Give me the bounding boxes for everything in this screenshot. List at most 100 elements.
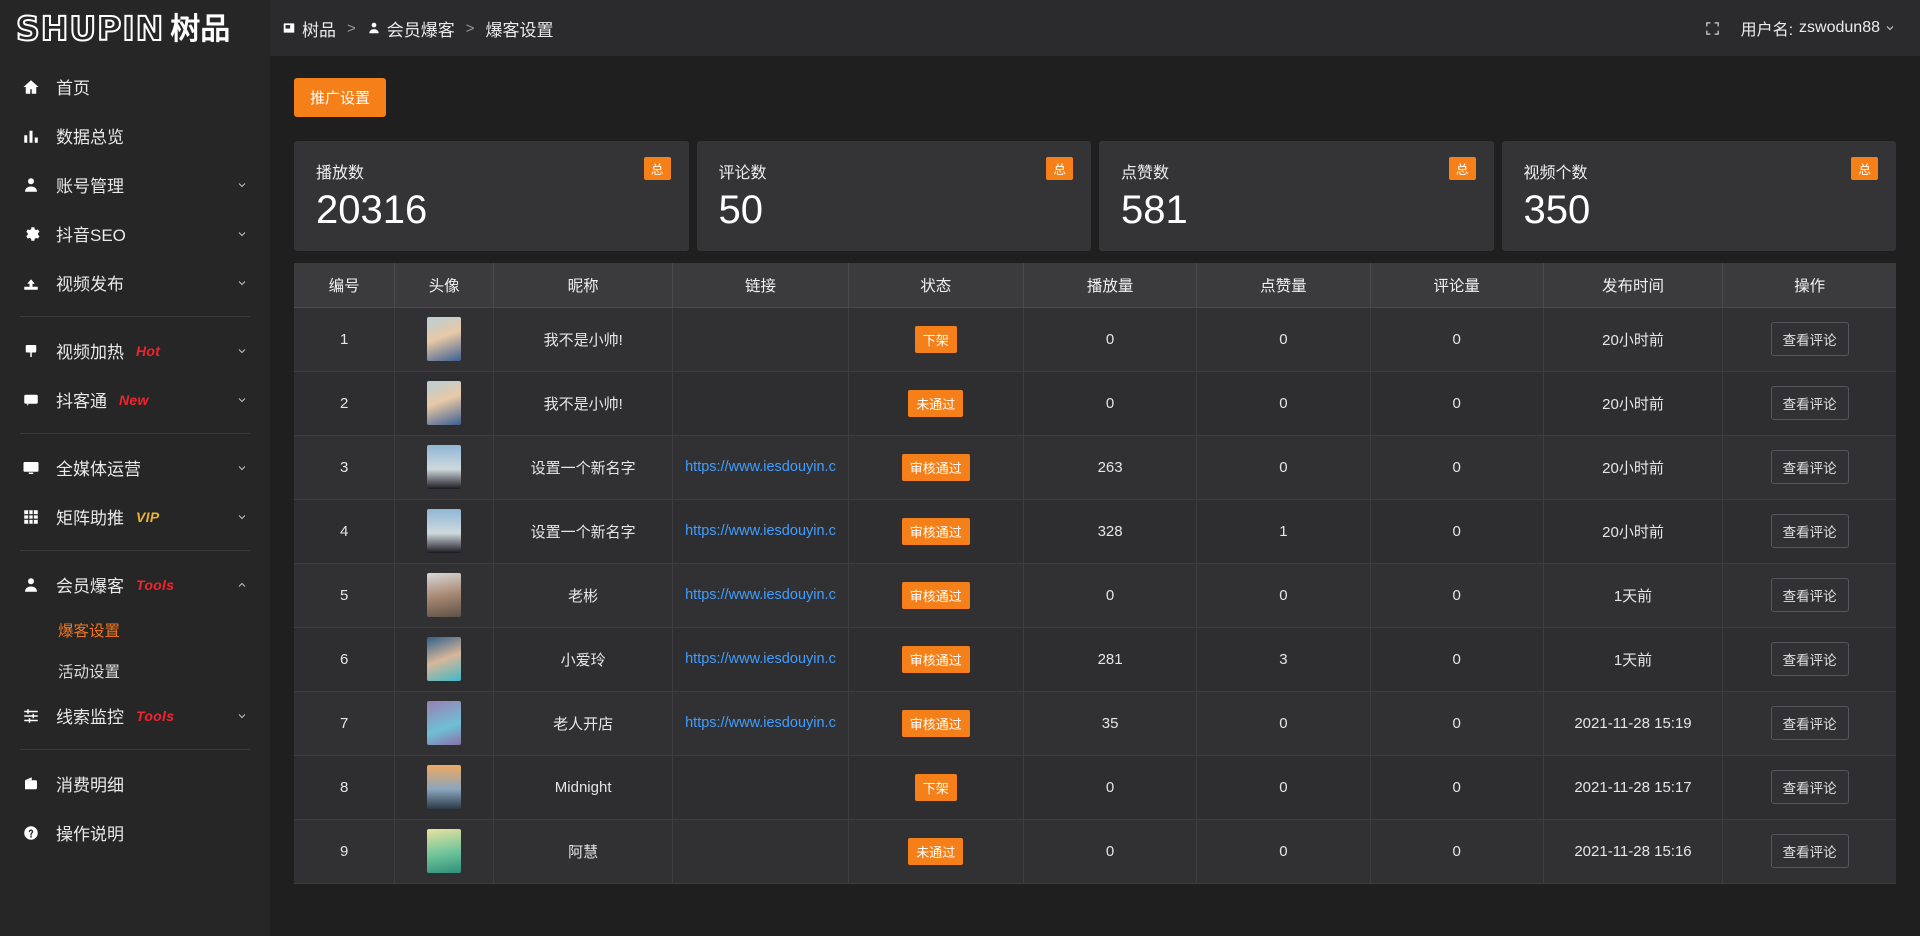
table-row: 9 阿慧 未通过 0 0 0 2021-11-28 15:16 查看评论 bbox=[294, 819, 1896, 884]
view-comments-button[interactable]: 查看评论 bbox=[1770, 642, 1849, 676]
fire-icon bbox=[20, 340, 42, 362]
table-row: 7 老人开店 https://www.iesdouyin.c 审核通过 35 0 0 2021… bbox=[294, 691, 1896, 756]
stat-title: 评论数 bbox=[718, 165, 767, 182]
video-link[interactable]: https://www.iesdouyin.c bbox=[685, 523, 836, 539]
cell-link[interactable]: https://www.iesdouyin.c bbox=[672, 691, 849, 756]
user-menu[interactable]: 用户名: zswodun88 bbox=[1741, 16, 1896, 40]
grid-icon bbox=[20, 506, 42, 528]
avatar bbox=[427, 701, 462, 745]
cell-link[interactable]: https://www.iesdouyin.c bbox=[672, 563, 849, 628]
stat-cards: 播放数 20316 总 评论数 50 总 点赞数 581 总 视频个数 350 总 bbox=[294, 141, 1896, 251]
view-comments-button[interactable]: 查看评论 bbox=[1770, 834, 1849, 868]
cell-link bbox=[672, 819, 849, 884]
status-badge[interactable]: 审核通过 bbox=[901, 517, 970, 545]
topbar-right: 用户名: zswodun88 bbox=[1704, 16, 1896, 40]
cell-comments: 0 bbox=[1370, 819, 1544, 884]
breadcrumb-item-2[interactable]: 会员爆客 bbox=[367, 16, 455, 41]
breadcrumb-separator: > bbox=[347, 19, 356, 37]
cell-id: 3 bbox=[294, 435, 396, 500]
status-badge[interactable]: 审核通过 bbox=[901, 709, 970, 737]
sidebar-divider bbox=[20, 550, 250, 551]
sidebar-item-5[interactable]: 视频发布 bbox=[0, 258, 270, 307]
cell-status: 未通过 bbox=[848, 819, 1024, 884]
cell-avatar bbox=[394, 819, 494, 884]
status-badge[interactable]: 审核通过 bbox=[901, 453, 970, 481]
video-link[interactable]: https://www.iesdouyin.c bbox=[685, 587, 836, 603]
status-badge[interactable]: 未通过 bbox=[908, 837, 964, 865]
sidebar-item-10[interactable]: 会员爆客 Tools bbox=[0, 560, 270, 609]
sidebar-item-9[interactable]: 矩阵助推 VIP bbox=[0, 492, 270, 541]
chevron-down-icon[interactable] bbox=[236, 228, 248, 240]
status-badge[interactable]: 下架 bbox=[914, 325, 957, 353]
breadcrumb-label: 树品 bbox=[302, 20, 336, 40]
chevron-down-icon[interactable] bbox=[236, 394, 248, 406]
sidebar-subitem-1[interactable]: 爆客设置 bbox=[0, 609, 270, 650]
stat-card-4: 视频个数 350 总 bbox=[1501, 141, 1896, 251]
sidebar-item-7[interactable]: 抖客通 New bbox=[0, 375, 270, 424]
video-link[interactable]: https://www.iesdouyin.c bbox=[685, 651, 836, 667]
status-badge[interactable]: 下架 bbox=[914, 773, 957, 801]
cell-action: 查看评论 bbox=[1722, 691, 1896, 756]
cell-plays: 263 bbox=[1023, 435, 1198, 500]
video-link[interactable]: https://www.iesdouyin.c bbox=[685, 715, 836, 731]
cell-time: 20小时前 bbox=[1543, 435, 1724, 500]
sidebar-item-12[interactable]: 消费明细 bbox=[0, 759, 270, 808]
chevron-down-icon[interactable] bbox=[236, 511, 248, 523]
cell-time: 20小时前 bbox=[1543, 307, 1724, 372]
cell-action: 查看评论 bbox=[1722, 435, 1896, 500]
chevron-down-icon[interactable] bbox=[236, 462, 248, 474]
cell-id: 6 bbox=[294, 627, 396, 692]
table-row: 2 我不是小帅! 未通过 0 0 0 20小时前 查看评论 bbox=[294, 371, 1896, 436]
view-comments-button[interactable]: 查看评论 bbox=[1770, 322, 1849, 356]
data-table-wrap: 编号 头像 昵称 链接 状态 播放量 点赞量 评论量 发布时间 操作 1 我不是小帅! 下架 0 0 0 20… bbox=[294, 263, 1896, 884]
table-row: 5 老彬 https://www.iesdouyin.c 审核通过 0 0 0 1天前 查看评论 bbox=[294, 563, 1896, 628]
view-comments-button[interactable]: 查看评论 bbox=[1770, 514, 1849, 548]
sidebar-item-label: 全媒体运营 bbox=[56, 460, 141, 479]
logo[interactable]: SHUPIN 树品 bbox=[0, 0, 270, 56]
sidebar-item-label: 首页 bbox=[56, 79, 90, 98]
promo-settings-button[interactable]: 推广设置 bbox=[294, 78, 387, 117]
sidebar-item-11[interactable]: 线索监控 Tools bbox=[0, 691, 270, 740]
sidebar-item-8[interactable]: 全媒体运营 bbox=[0, 443, 270, 492]
view-comments-button[interactable]: 查看评论 bbox=[1770, 450, 1849, 484]
home-icon bbox=[20, 76, 42, 98]
sidebar-subitem-2[interactable]: 活动设置 bbox=[0, 650, 270, 691]
fullscreen-icon[interactable] bbox=[1704, 20, 1721, 37]
view-comments-button[interactable]: 查看评论 bbox=[1770, 386, 1849, 420]
cell-likes: 0 bbox=[1196, 435, 1371, 500]
sidebar-item-1[interactable]: 首页 bbox=[0, 62, 270, 111]
cell-link[interactable]: https://www.iesdouyin.c bbox=[672, 499, 849, 564]
chevron-down-icon[interactable] bbox=[236, 277, 248, 289]
help-icon bbox=[20, 822, 42, 844]
status-badge[interactable]: 未通过 bbox=[908, 389, 964, 417]
sidebar-item-6[interactable]: 视频加热 Hot bbox=[0, 326, 270, 375]
cell-status: 审核通过 bbox=[848, 435, 1024, 500]
breadcrumb-item-1[interactable]: 树品 bbox=[282, 16, 336, 41]
sidebar-item-4[interactable]: 抖音SEO bbox=[0, 209, 270, 258]
chevron-down-icon[interactable] bbox=[236, 179, 248, 191]
filter-icon bbox=[20, 705, 42, 727]
cell-time: 1天前 bbox=[1543, 627, 1724, 692]
cell-link[interactable]: https://www.iesdouyin.c bbox=[672, 435, 849, 500]
sidebar-item-3[interactable]: 账号管理 bbox=[0, 160, 270, 209]
app-icon bbox=[282, 21, 296, 35]
view-comments-button[interactable]: 查看评论 bbox=[1770, 706, 1849, 740]
avatar bbox=[427, 509, 462, 553]
chevron-up-icon[interactable] bbox=[236, 579, 248, 591]
sidebar-item-13[interactable]: 操作说明 bbox=[0, 808, 270, 857]
stat-value: 20316 bbox=[316, 188, 428, 232]
cell-time: 20小时前 bbox=[1543, 371, 1724, 436]
gear-icon bbox=[20, 223, 42, 245]
cell-time: 2021-11-28 15:16 bbox=[1543, 819, 1724, 884]
cell-id: 1 bbox=[294, 307, 396, 372]
sidebar-item-2[interactable]: 数据总览 bbox=[0, 111, 270, 160]
chevron-down-icon[interactable] bbox=[236, 710, 248, 722]
video-link[interactable]: https://www.iesdouyin.c bbox=[685, 459, 836, 475]
status-badge[interactable]: 审核通过 bbox=[901, 581, 970, 609]
chevron-down-icon[interactable] bbox=[236, 345, 248, 357]
view-comments-button[interactable]: 查看评论 bbox=[1770, 770, 1849, 804]
cell-link[interactable]: https://www.iesdouyin.c bbox=[672, 627, 849, 692]
view-comments-button[interactable]: 查看评论 bbox=[1770, 578, 1849, 612]
status-badge[interactable]: 审核通过 bbox=[901, 645, 970, 673]
cell-nickname: 老彬 bbox=[493, 563, 674, 628]
